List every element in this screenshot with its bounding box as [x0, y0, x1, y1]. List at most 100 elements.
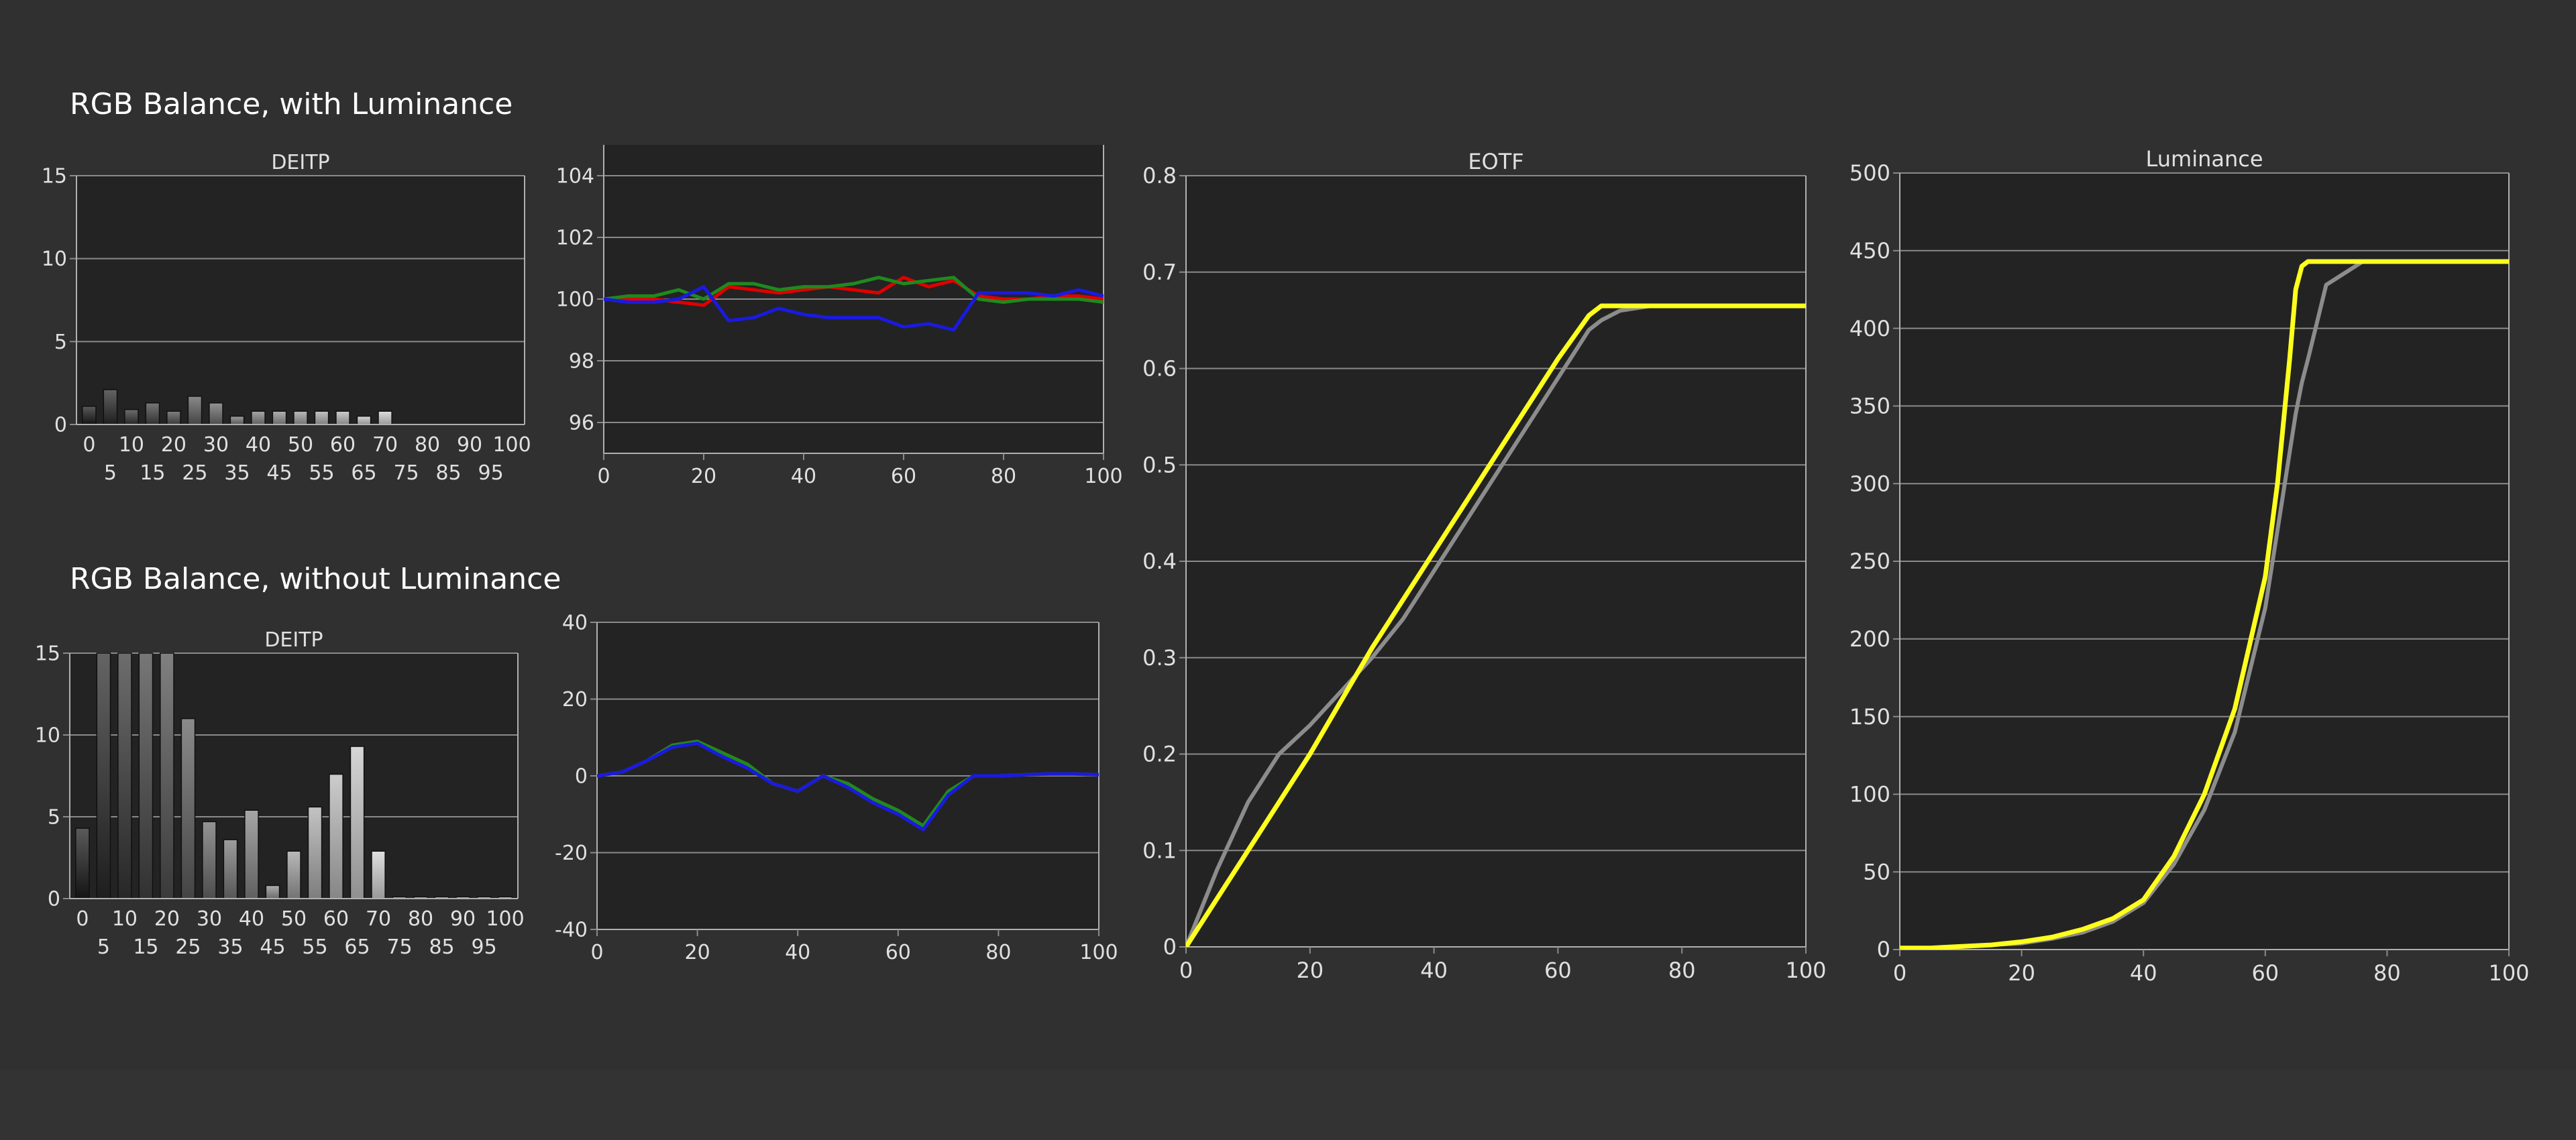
- rgb_with-xtick-label: 40: [791, 465, 816, 488]
- deitp_with-bar: [335, 410, 350, 425]
- deitp_with-xtick-label: 45: [266, 461, 292, 485]
- rgb_without-ytick-label: 20: [562, 688, 588, 711]
- luminance-xtick-label: 100: [2488, 960, 2529, 986]
- deitp_with-bar: [124, 408, 139, 425]
- eotf-xtick-label: 100: [1785, 958, 1826, 983]
- deitp_without-xtick-label: 45: [260, 935, 285, 959]
- luminance-ytick-label: 350: [1849, 394, 1890, 419]
- deitp_with-xtick-label: 75: [393, 461, 419, 485]
- deitp_without-xtick-label: 75: [386, 935, 412, 959]
- deitp_with-xtick-label: 80: [415, 433, 440, 457]
- deitp_with-xtick-label: 50: [288, 433, 313, 457]
- luminance-ytick-label: 400: [1849, 316, 1890, 341]
- rgb_without-ytick-label: -20: [555, 842, 588, 865]
- deitp_without-bar: [350, 746, 365, 899]
- deitp_with-xtick-label: 20: [161, 433, 186, 457]
- deitp_with-ytick-label: 0: [54, 414, 67, 437]
- deitp_with-bar: [166, 410, 181, 425]
- luminance-xtick-label: 80: [2373, 960, 2401, 986]
- eotf-ytick-label: 0: [1163, 934, 1177, 960]
- deitp_with-xtick-label: 5: [104, 461, 117, 485]
- deitp_with-bar: [145, 402, 160, 425]
- deitp_with-bar: [103, 389, 118, 425]
- luminance-chart: Luminance 0 50 100 150 200 250 300 350 400 450 500 0…: [1849, 146, 2530, 986]
- eotf-xtick-label: 20: [1296, 958, 1324, 983]
- deitp_with-title: DEITP: [271, 151, 329, 174]
- eotf-ytick-label: 0.2: [1142, 742, 1177, 767]
- rgb_with-xtick-label: 100: [1084, 465, 1122, 488]
- rgb_with-xtick-label: 80: [991, 465, 1016, 488]
- deitp_with-xtick-label: 100: [492, 433, 531, 457]
- eotf-xtick-label: 60: [1544, 958, 1572, 983]
- deitp_with-xtick-label: 30: [203, 433, 229, 457]
- deitp_without-xtick-label: 55: [302, 935, 327, 959]
- eotf-ytick-label: 0.6: [1142, 356, 1177, 382]
- rgb_with-xtick-label: 60: [891, 465, 916, 488]
- rgb_with-ytick-label: 102: [556, 227, 594, 250]
- deitp_without-xtick-label: 90: [450, 907, 476, 931]
- deitp_without-bar: [265, 885, 280, 899]
- rgb_without-xtick-label: 60: [885, 941, 911, 964]
- deitp_with-bar: [378, 410, 392, 425]
- deitp_with-xtick-label: 25: [182, 461, 207, 485]
- rgb_with-series-blue: [604, 285, 1104, 332]
- section-title-without-luminance: RGB Balance, without Luminance: [70, 562, 561, 596]
- rgb_with-chart: 96 98 100 102 104 0 20 40 60 80 100: [556, 145, 1123, 488]
- deitp_with-xtick-label: 65: [351, 461, 376, 485]
- deitp_without-bar: [202, 821, 217, 899]
- eotf-ytick-label: 0.5: [1142, 452, 1177, 477]
- deitp_with-bar: [314, 410, 329, 425]
- rgb_with-xtick-label: 20: [691, 465, 716, 488]
- deitp_without-bar: [244, 809, 259, 899]
- deitp_without-xtick-label: 30: [197, 907, 222, 931]
- deitp_without-xtick-label: 65: [344, 935, 370, 959]
- eotf-ytick-label: 0.4: [1142, 549, 1177, 574]
- deitp_without-xtick-label: 40: [239, 907, 264, 931]
- eotf-xtick-label: 80: [1668, 958, 1696, 983]
- deitp_with-xtick-label: 40: [246, 433, 271, 457]
- luminance-xtick-label: 60: [2251, 960, 2279, 986]
- deitp_without-xtick-label: 85: [429, 935, 454, 959]
- deitp_without-bar: [160, 652, 174, 899]
- luminance-ytick-label: 50: [1863, 859, 1890, 885]
- deitp_without-ytick-label: 5: [48, 806, 60, 830]
- rgb_without-xtick-label: 80: [985, 941, 1011, 964]
- deitp_with-bar: [356, 415, 372, 425]
- deitp_with-bar: [82, 406, 97, 425]
- eotf-title: EOTF: [1468, 149, 1523, 174]
- deitp_without-xtick-label: 25: [175, 935, 201, 959]
- luminance-xtick-label: 0: [1893, 960, 1907, 986]
- rgb_with-xtick-label: 0: [597, 465, 610, 488]
- luminance-series-yellow: [1900, 259, 2509, 950]
- deitp_without-bar: [307, 806, 323, 899]
- deitp_with-xtick-label: 90: [457, 433, 482, 457]
- deitp_with-plot-area: [76, 176, 525, 424]
- deitp_without-xtick-label: 0: [76, 907, 89, 931]
- deitp_without-bar: [96, 652, 111, 899]
- deitp_without-xtick-label: 80: [408, 907, 433, 931]
- rgb_with-ytick-label: 96: [569, 412, 594, 435]
- deitp_without-bar: [180, 718, 196, 899]
- deitp_with-bar: [229, 415, 245, 425]
- deitp_with-xtick-label: 0: [83, 433, 95, 457]
- rgb_without-xtick-label: 20: [685, 941, 710, 964]
- deitp_with-xtick-label: 10: [119, 433, 144, 457]
- deitp_with-bar: [272, 410, 287, 425]
- deitp_with-xtick-label: 15: [140, 461, 165, 485]
- luminance-ytick-label: 300: [1849, 471, 1890, 496]
- deitp_with-xtick-label: 95: [478, 461, 503, 485]
- luminance-title: Luminance: [2145, 146, 2263, 172]
- deitp_without-xtick-label: 35: [217, 935, 243, 959]
- deitp_without-bar: [371, 850, 386, 899]
- eotf-ytick-label: 0.3: [1142, 645, 1177, 671]
- rgb_without-xtick-label: 0: [590, 941, 603, 964]
- deitp_with-xtick-label: 85: [435, 461, 461, 485]
- deitp_without-bar: [329, 773, 343, 899]
- deitp_without-bar: [138, 652, 154, 899]
- section-title-with-luminance: RGB Balance, with Luminance: [70, 87, 513, 121]
- luminance-ytick-label: 100: [1849, 782, 1890, 807]
- deitp_without-xtick-label: 20: [154, 907, 180, 931]
